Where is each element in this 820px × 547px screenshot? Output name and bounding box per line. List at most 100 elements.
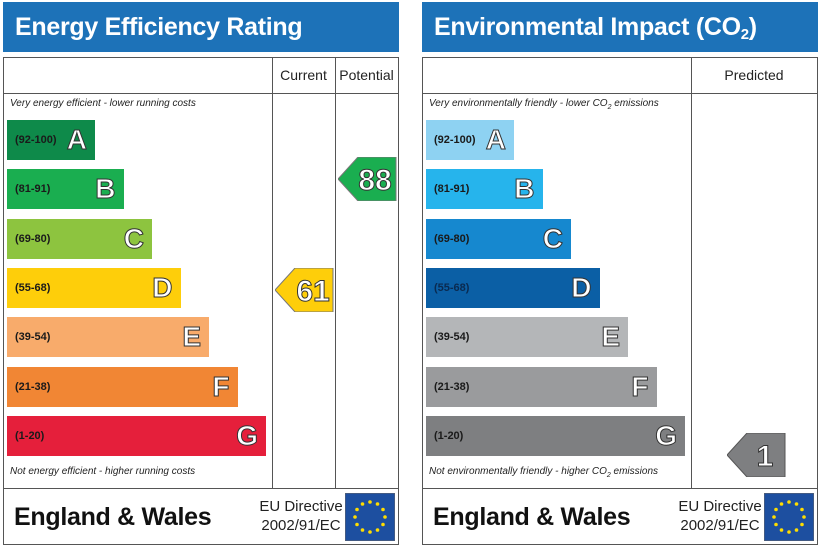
environment-title-post: ) Rating (434, 13, 757, 99)
energy-band-letter: A (66, 124, 87, 156)
energy-band-range: (39-54) (15, 331, 51, 344)
environment-top-caption-sub: 2 (607, 104, 612, 111)
environment-title-sub: 2 (740, 26, 749, 43)
energy-band-d: (55-68) D (7, 267, 181, 308)
environment-bottom-caption-sub: 2 (606, 472, 611, 479)
eu-star-icon (375, 502, 380, 506)
eu-star-icon (381, 522, 385, 527)
potential-rating-arrow-shape (338, 157, 397, 201)
energy-current-header: Current (280, 67, 327, 83)
eu-star-icon (787, 500, 791, 504)
energy-band-letter: F (212, 370, 230, 402)
potential-rating-value: 88 (358, 164, 391, 197)
eu-star-icon (774, 507, 778, 512)
energy-band-letter: E (182, 321, 202, 353)
environment-eu-directive: EU Directive 2002/91/EC (678, 497, 762, 535)
environment-title-pre: Environmental Impact (CO (434, 13, 741, 41)
environment-band-letter: G (655, 419, 678, 451)
environment-top-caption-post: emissions (611, 98, 659, 109)
predicted-rating-arrow-shape (727, 433, 786, 477)
environmental-impact-panel: Environmental Impact (CO2) Rating Predic… (422, 0, 818, 547)
environment-bottom-caption: Not environmentally friendly - higher CO… (429, 466, 658, 479)
eu-star-icon (779, 502, 784, 506)
energy-band-range: (1-20) (15, 429, 45, 442)
environment-band-f: (21-38) F (426, 366, 657, 407)
eu-flag-icon (764, 493, 814, 541)
environment-bottom-caption-pre: Not environmentally friendly - higher CO (429, 466, 607, 477)
environment-band-c: (69-80) C (426, 218, 571, 259)
eu-star-icon (360, 528, 365, 532)
energy-chart-frame: Current Potential Very energy efficient … (3, 57, 399, 545)
environment-header-row (423, 58, 817, 94)
energy-band-range: (21-38) (15, 380, 51, 393)
energy-band-e: (39-54) E (7, 317, 209, 358)
environment-band-letter: E (601, 321, 621, 353)
current-rating-value: 61 (296, 275, 329, 308)
environment-chart-frame: Predicted Very environmentally friendly … (422, 57, 818, 545)
eu-flag-icon (345, 493, 395, 541)
eu-star-icon (794, 528, 799, 532)
eu-star-icon (802, 515, 806, 519)
energy-header-row (4, 58, 398, 94)
energy-efficiency-panel: Energy Efficiency Rating Current Potenti… (3, 0, 399, 547)
energy-country-label: England & Wales (14, 503, 212, 531)
eu-star-icon (368, 530, 372, 534)
environment-band-range: (81-91) (434, 183, 470, 196)
eu-star-icon (368, 500, 372, 504)
energy-top-caption: Very energy efficient - lower running co… (10, 98, 196, 109)
eu-star-icon (355, 522, 359, 527)
environment-band-letter: D (571, 271, 592, 303)
eu-star-icon (800, 507, 804, 512)
energy-directive-line2: 2002/91/EC (261, 517, 341, 534)
environment-country-label: England & Wales (433, 503, 631, 531)
predicted-rating-arrow: 1 (727, 433, 786, 477)
energy-band-range: (81-91) (15, 183, 51, 196)
current-rating-arrow: 61 (275, 268, 334, 312)
eu-star-icon (794, 502, 799, 506)
energy-band-g: (1-20) G (7, 415, 266, 456)
environment-top-caption-pre: Very environmentally friendly - lower CO (429, 98, 608, 109)
environment-band-range: (92-100) (434, 134, 476, 146)
energy-eu-directive: EU Directive 2002/91/EC (259, 497, 343, 535)
environment-footer: England & Wales EU Directive 2002/91/EC (423, 488, 817, 545)
eu-star-icon (774, 522, 778, 527)
energy-band-b: (81-91) B (7, 169, 124, 210)
environment-title: Environmental Impact (CO2) Rating (422, 2, 818, 99)
environment-band-a: (92-100) A (426, 120, 514, 160)
energy-title: Energy Efficiency Rating (3, 2, 399, 52)
eu-star-icon (787, 530, 791, 534)
predicted-rating-value: 1 (757, 440, 774, 473)
energy-band-letter: G (236, 419, 259, 451)
environment-band-d: (55-68) D (426, 267, 600, 308)
energy-potential-header: Potential (339, 67, 394, 83)
environment-band-letter: C (542, 222, 563, 254)
environment-band-g: (1-20) G (426, 415, 685, 456)
eu-star-icon (800, 522, 804, 527)
eu-star-icon (772, 515, 776, 519)
environment-band-e: (39-54) E (426, 317, 628, 358)
energy-band-range: (55-68) (15, 281, 51, 294)
eu-star-icon (383, 515, 387, 519)
environment-directive-line2: 2002/91/EC (680, 517, 760, 534)
environment-top-caption: Very environmentally friendly - lower CO… (429, 98, 659, 111)
environment-directive-line1: EU Directive (678, 498, 762, 515)
eu-star-icon (355, 507, 359, 512)
energy-col-divider-1 (272, 58, 273, 488)
environment-bottom-caption-post: emissions (610, 466, 659, 477)
energy-band-f: (21-38) F (7, 366, 238, 407)
environment-predicted-header: Predicted (724, 67, 784, 83)
eu-star-icon (360, 502, 365, 506)
eu-star-icon (375, 528, 380, 532)
energy-footer: England & Wales EU Directive 2002/91/EC (4, 488, 398, 545)
energy-band-letter: B (95, 173, 116, 205)
environment-band-letter: F (631, 370, 649, 402)
current-rating-arrow-shape (275, 268, 334, 312)
environment-band-range: (1-20) (434, 429, 464, 442)
environment-band-range: (55-68) (434, 281, 470, 294)
environment-col-divider (691, 58, 692, 488)
potential-rating-arrow: 88 (338, 157, 397, 201)
eu-star-icon (353, 515, 357, 519)
energy-band-letter: C (123, 222, 144, 254)
energy-band-letter: D (152, 271, 173, 303)
environment-band-letter: A (485, 124, 506, 156)
